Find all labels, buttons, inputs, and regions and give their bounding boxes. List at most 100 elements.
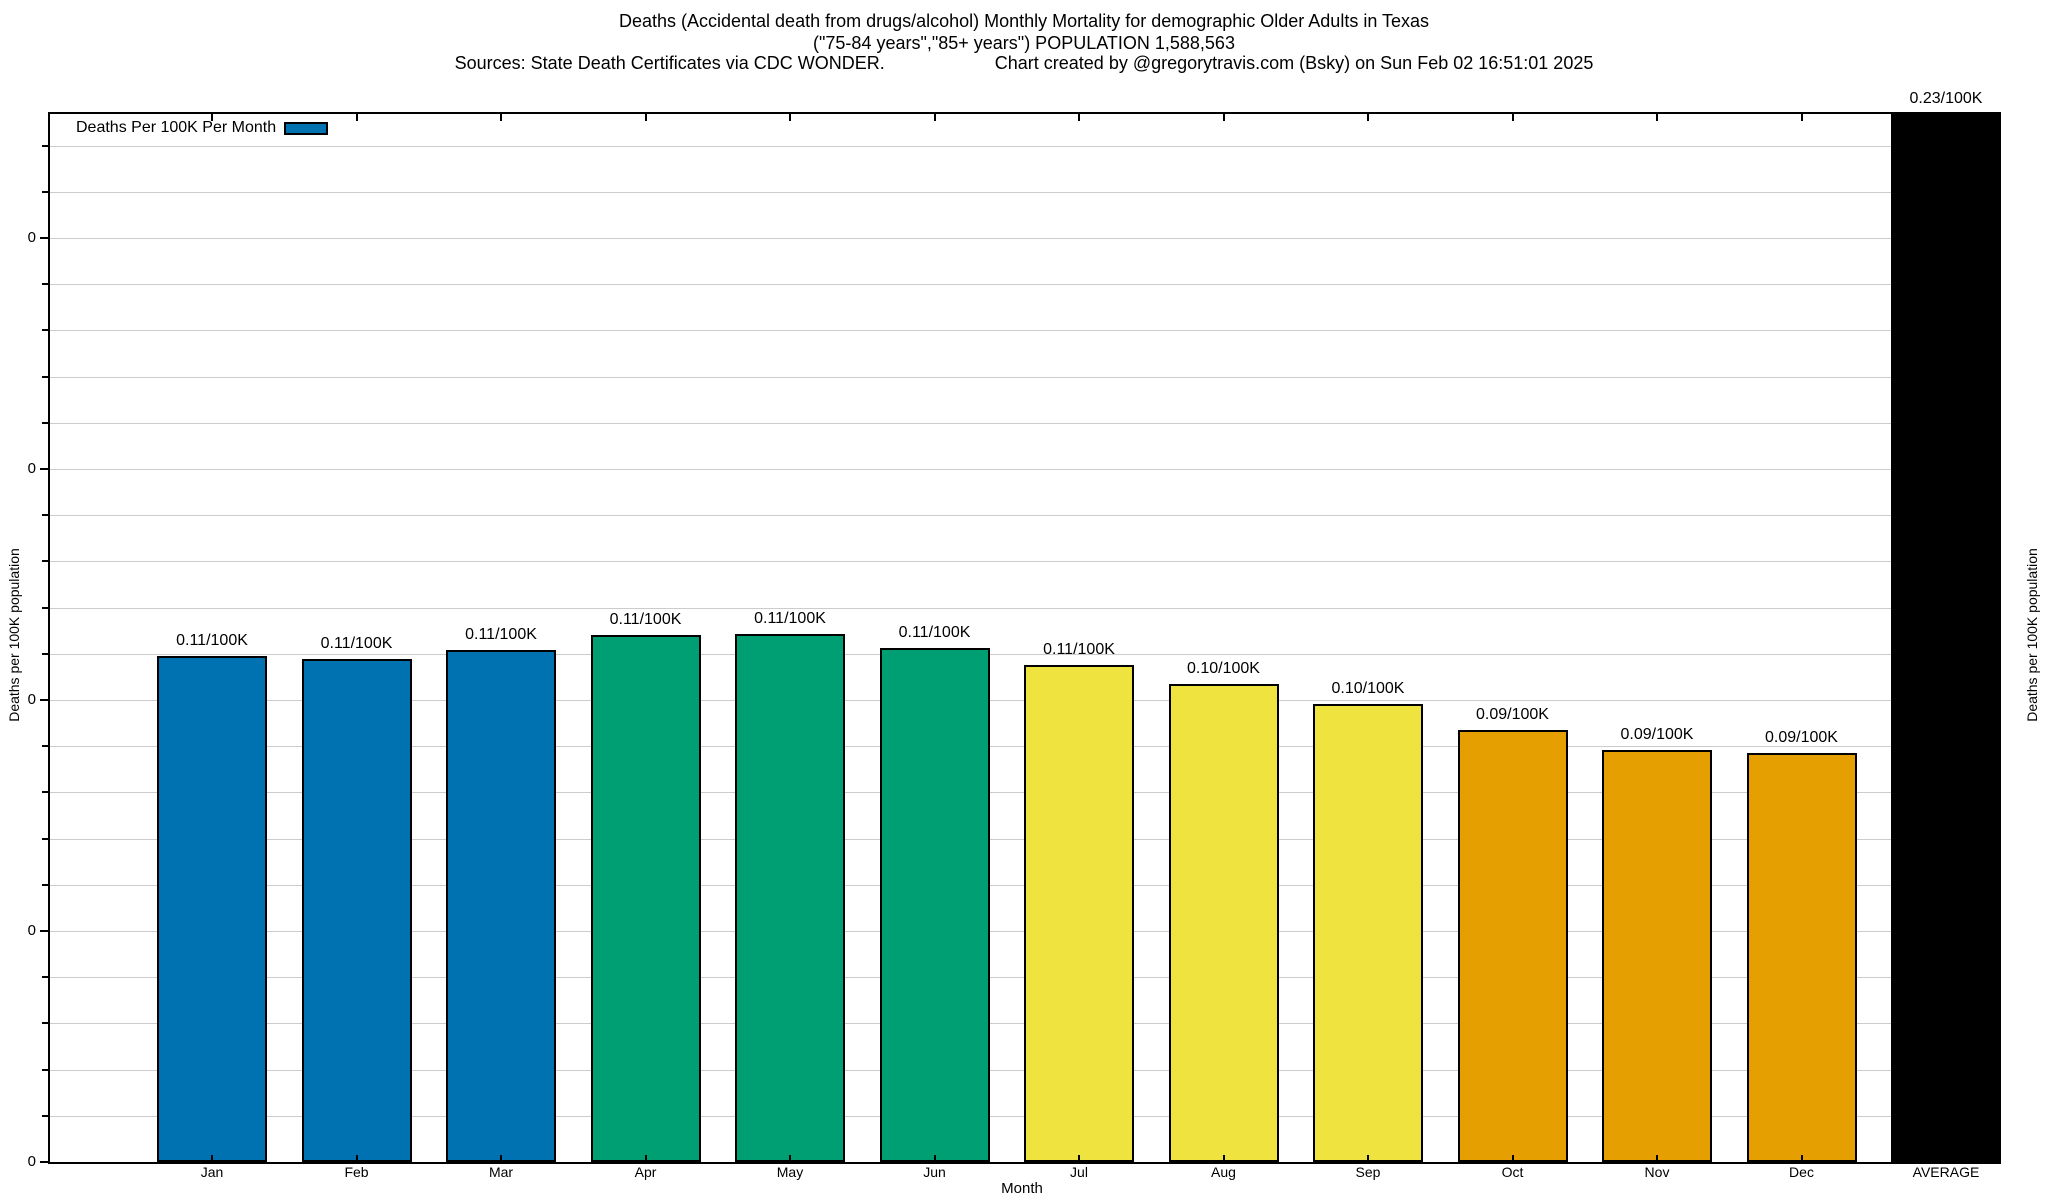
x-bottom-tick [1222, 1155, 1225, 1162]
bar-value-label: 0.11/100K [609, 611, 682, 628]
x-bottom-tick [1078, 1155, 1080, 1162]
bar-aug [1168, 684, 1279, 1162]
y-major-tick [40, 237, 50, 239]
y-gridline [50, 654, 1999, 655]
x-top-tick [500, 114, 502, 121]
x-top-tick [211, 114, 213, 121]
y-gridline [50, 284, 1999, 285]
x-bottom-tick [1656, 1155, 1658, 1162]
x-bottom-tick [933, 1155, 936, 1162]
bar-jun [879, 648, 990, 1162]
x-category-label: Dec [1789, 1164, 1814, 1180]
bar-value-label: 0.09/100K [1765, 729, 1838, 746]
legend-label: Deaths Per 100K Per Month [76, 119, 277, 136]
x-top-tick [789, 114, 791, 121]
y-minor-tick [42, 976, 50, 978]
y-minor-tick [42, 145, 50, 147]
y-gridline [50, 515, 1999, 516]
x-bottom-tick [1511, 1155, 1514, 1162]
x-top-tick [1078, 114, 1080, 121]
bar-oct [1457, 730, 1568, 1162]
y-major-tick [40, 699, 50, 701]
y-axis-title-left: Deaths per 100K population [6, 548, 22, 722]
x-category-label: AVERAGE [1912, 1164, 1980, 1180]
bar-dec [1746, 753, 1857, 1162]
x-category-label: Oct [1501, 1164, 1524, 1180]
x-bottom-tick [644, 1155, 647, 1162]
bar-value-label: 0.11/100K [898, 624, 971, 641]
bar-nov [1602, 750, 1712, 1162]
x-category-label: May [776, 1164, 804, 1180]
y-gridline [50, 192, 1999, 193]
y-minor-tick [42, 329, 50, 331]
y-gridline [50, 608, 1999, 609]
bar-apr [590, 635, 701, 1162]
plot-area: 0 0 0 0 0 0.11/100K 0.11/100K 0.11/100K 0.11/100… [28, 90, 2001, 1170]
x-axis-title: Month [1001, 1180, 1043, 1197]
bar-jan [157, 656, 267, 1162]
x-top-tick [933, 114, 936, 121]
x-bottom-tick [500, 1155, 502, 1162]
bar-value-label: 0.11/100K [320, 635, 393, 652]
x-bottom-tick [211, 1155, 213, 1162]
x-top-tick [644, 114, 647, 121]
bar-mar [446, 650, 556, 1162]
bar-value-label: 0.11/100K [176, 632, 248, 649]
bar-value-label: 0.10/100K [1331, 680, 1405, 697]
x-bottom-tick [355, 1155, 358, 1162]
chart-subtitle-row: Sources: State Death Certificates via CD… [0, 52, 2048, 74]
y-gridline [50, 423, 1999, 424]
chart-title-line2: ("75-84 years","85+ years") POPULATION 1… [813, 33, 1235, 53]
y-major-tick [40, 1161, 50, 1163]
x-bottom-tick [1367, 1155, 1369, 1162]
y-minor-tick [42, 838, 50, 840]
bar-sep [1313, 704, 1423, 1162]
bar-value-label: 0.23/100K [1909, 90, 1983, 107]
y-minor-tick [42, 745, 50, 747]
y-gridline [50, 561, 1999, 562]
y-gridline [50, 330, 1999, 331]
bar-value-label: 0.09/100K [1476, 706, 1549, 723]
bar-value-label: 0.11/100K [1043, 641, 1115, 658]
y-gridline [50, 146, 1999, 147]
y-minor-tick [42, 514, 50, 516]
x-bottom-tick [1800, 1155, 1803, 1162]
y-tick-label: 0 [27, 691, 36, 708]
y-tick-label: 0 [27, 1153, 36, 1170]
y-minor-tick [42, 1115, 50, 1117]
legend-swatch [284, 121, 329, 135]
y-minor-tick [42, 283, 50, 285]
credit-text: Chart created by @gregorytravis.com (Bsk… [994, 53, 1594, 73]
y-minor-tick [42, 653, 50, 655]
y-gridline [50, 469, 1999, 470]
bar-value-label: 0.10/100K [1187, 660, 1260, 677]
bar-value-label: 0.11/100K [465, 626, 537, 643]
y-gridline [50, 377, 1999, 378]
x-category-label: Jun [923, 1164, 946, 1180]
bar-value-label: 0.11/100K [754, 610, 826, 627]
x-category-label: Aug [1211, 1164, 1236, 1180]
y-major-tick [40, 930, 50, 932]
sources-text: Sources: State Death Certificates via CD… [454, 53, 885, 73]
y-minor-tick [42, 191, 50, 193]
y-minor-tick [42, 1022, 50, 1024]
bar-jul [1024, 665, 1134, 1162]
x-top-tick [1511, 114, 1514, 121]
y-major-tick [40, 468, 50, 470]
bar-feb [301, 659, 412, 1162]
x-top-tick [1656, 114, 1658, 121]
x-category-label: Jan [200, 1164, 224, 1180]
x-category-label: Mar [488, 1164, 514, 1180]
y-minor-tick [42, 884, 50, 886]
bar-value-label: 0.09/100K [1620, 726, 1694, 743]
bar-average [1891, 114, 2001, 1162]
y-gridline [50, 238, 1999, 239]
x-bottom-tick [1945, 1155, 1947, 1162]
y-minor-tick [42, 1069, 50, 1071]
y-minor-tick [42, 607, 50, 609]
y-tick-label: 0 [27, 922, 36, 939]
x-category-label: Nov [1644, 1164, 1670, 1180]
y-minor-tick [42, 422, 50, 424]
y-tick-label: 0 [27, 229, 36, 246]
